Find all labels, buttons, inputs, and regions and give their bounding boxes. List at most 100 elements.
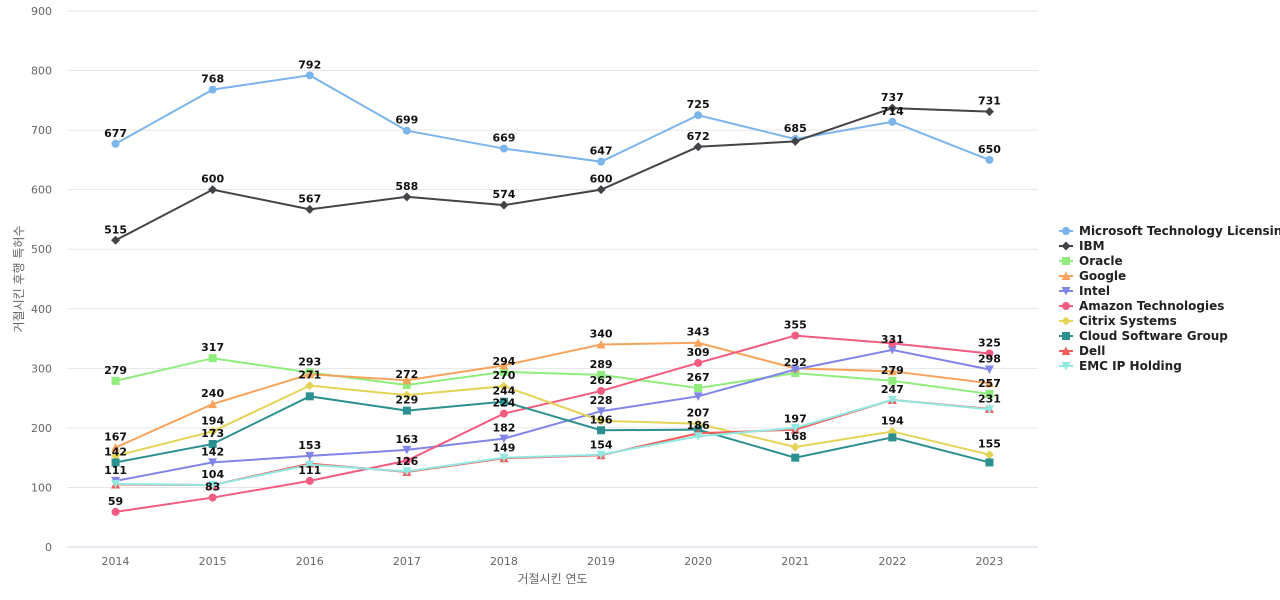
series-line (115, 398, 990, 487)
data-point (888, 339, 897, 348)
legend-item[interactable]: Oracle (1059, 254, 1123, 268)
series-7 (111, 392, 994, 467)
data-point (305, 476, 314, 485)
data-label: 262 (590, 374, 613, 387)
data-point (887, 395, 897, 405)
y-tick-label: 700 (31, 124, 52, 137)
data-label: 197 (784, 413, 807, 426)
legend-item[interactable]: Microsoft Technology Licensing (1059, 224, 1280, 238)
data-label: 768 (201, 73, 224, 86)
data-label: 244 (492, 385, 515, 398)
legend-marker (1061, 241, 1071, 251)
x-tick-label: 2021 (781, 555, 809, 568)
data-point (597, 426, 606, 435)
legend-marker (1061, 271, 1071, 280)
legend-item[interactable]: Intel (1059, 284, 1110, 298)
legend-item[interactable]: Amazon Technologies (1059, 299, 1224, 313)
x-axis-title: 거절시킨 연도 (517, 572, 587, 586)
data-point (305, 369, 315, 379)
data-label: 588 (395, 180, 418, 193)
data-point (887, 366, 897, 376)
series-line (115, 384, 990, 457)
legend-item[interactable]: Citrix Systems (1059, 314, 1177, 328)
data-label: 182 (492, 422, 515, 435)
data-point (499, 367, 508, 376)
data-label: 600 (201, 173, 224, 186)
legend-item[interactable]: Google (1059, 269, 1126, 283)
data-label: 279 (881, 364, 904, 377)
data-label: 515 (104, 223, 127, 236)
data-point (693, 432, 703, 441)
data-label: 104 (201, 468, 224, 481)
data-point (984, 450, 994, 460)
data-point (694, 358, 703, 367)
data-point (985, 389, 994, 398)
data-point (402, 126, 411, 135)
legend-item[interactable]: Cloud Software Group (1059, 329, 1228, 343)
y-tick-label: 100 (31, 481, 52, 494)
series-2 (111, 354, 994, 398)
data-point (790, 423, 800, 433)
data-point (790, 442, 800, 452)
legend-item[interactable]: EMC IP Holding (1059, 359, 1182, 373)
data-label: 186 (687, 419, 710, 432)
data-point (596, 185, 606, 195)
data-point (499, 453, 509, 463)
data-label: 224 (492, 397, 515, 410)
data-label: 111 (104, 464, 127, 477)
legend-item[interactable]: IBM (1059, 239, 1105, 253)
data-point (208, 458, 218, 467)
data-label: 59 (108, 495, 123, 508)
data-label: 355 (784, 319, 807, 332)
series-line (115, 357, 990, 395)
data-label: 142 (201, 445, 224, 458)
data-point (693, 392, 703, 401)
legend-label: IBM (1079, 239, 1105, 253)
data-label: 111 (298, 464, 321, 477)
x-tick-label: 2017 (393, 555, 421, 568)
y-tick-label: 200 (31, 422, 52, 435)
data-point (499, 409, 508, 418)
data-point (208, 426, 218, 436)
data-point (208, 185, 218, 195)
data-point (596, 340, 606, 349)
legend-item[interactable]: Dell (1059, 344, 1105, 358)
data-point (499, 397, 508, 406)
data-label: 247 (881, 383, 904, 396)
series-6 (111, 381, 994, 461)
legend-marker (1062, 227, 1070, 235)
y-axis-ticks: 0 100 200 300 400 500 600 700 800 900 (31, 5, 52, 554)
data-label: 173 (201, 427, 224, 440)
data-label: 167 (104, 431, 127, 444)
legend-label: Citrix Systems (1079, 314, 1177, 328)
data-point (790, 365, 800, 375)
data-point (402, 192, 412, 202)
x-tick-label: 2014 (102, 555, 130, 568)
data-point (791, 453, 800, 462)
y-tick-label: 500 (31, 243, 52, 256)
data-label: 567 (298, 192, 321, 205)
data-point (402, 390, 412, 400)
legend-label: Intel (1079, 284, 1110, 298)
data-label: 309 (687, 346, 710, 359)
data-label: 677 (104, 127, 127, 140)
series-4 (111, 345, 994, 486)
data-point (985, 458, 994, 467)
x-tick-label: 2018 (490, 555, 518, 568)
data-label: 699 (395, 114, 418, 127)
data-point (596, 407, 606, 416)
data-point (888, 376, 897, 385)
data-label: 600 (590, 173, 613, 186)
series-line (115, 395, 990, 464)
data-point (111, 451, 121, 461)
legend-label: Dell (1079, 344, 1105, 358)
data-point (208, 439, 217, 448)
data-point (596, 450, 606, 460)
series-line (115, 107, 990, 242)
data-point (596, 416, 606, 426)
series-3 (111, 338, 994, 452)
y-tick-label: 800 (31, 65, 52, 78)
data-point (597, 157, 606, 166)
data-label: 279 (104, 364, 127, 377)
